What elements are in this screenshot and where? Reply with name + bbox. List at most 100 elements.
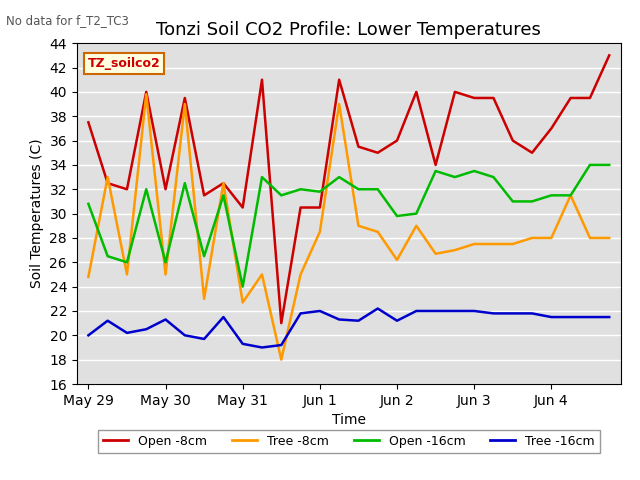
Tree -8cm: [297, 272, 305, 277]
Tree -16cm: [316, 308, 324, 314]
Tree -8cm: [605, 235, 613, 241]
Open -8cm: [412, 89, 420, 95]
Tree -8cm: [509, 241, 516, 247]
Text: TZ_soilco2: TZ_soilco2: [88, 57, 161, 70]
Tree -16cm: [84, 333, 92, 338]
Tree -16cm: [605, 314, 613, 320]
Tree -8cm: [143, 92, 150, 97]
Open -8cm: [432, 162, 440, 168]
Tree -16cm: [528, 311, 536, 316]
Tree -16cm: [547, 314, 555, 320]
Tree -8cm: [258, 272, 266, 277]
Open -8cm: [143, 89, 150, 95]
Line: Tree -8cm: Tree -8cm: [88, 95, 609, 360]
Open -8cm: [297, 204, 305, 210]
Open -16cm: [123, 259, 131, 265]
Tree -16cm: [278, 342, 285, 348]
Tree -16cm: [239, 341, 246, 347]
Tree -8cm: [528, 235, 536, 241]
Open -16cm: [490, 174, 497, 180]
Text: No data for f_T2_TC3: No data for f_T2_TC3: [6, 14, 129, 27]
Tree -16cm: [335, 317, 343, 323]
Open -16cm: [239, 284, 246, 289]
Tree -8cm: [355, 223, 362, 228]
Tree -16cm: [586, 314, 594, 320]
Tree -16cm: [104, 318, 111, 324]
Open -16cm: [355, 186, 362, 192]
Tree -8cm: [547, 235, 555, 241]
Legend: Open -8cm, Tree -8cm, Open -16cm, Tree -16cm: Open -8cm, Tree -8cm, Open -16cm, Tree -…: [98, 430, 600, 453]
Tree -8cm: [239, 300, 246, 305]
Open -8cm: [605, 52, 613, 58]
Open -8cm: [528, 150, 536, 156]
Tree -16cm: [297, 311, 305, 316]
Open -8cm: [316, 204, 324, 210]
Open -16cm: [220, 192, 227, 198]
Open -8cm: [162, 186, 170, 192]
Open -8cm: [84, 120, 92, 125]
Open -8cm: [547, 126, 555, 132]
Open -8cm: [393, 138, 401, 144]
Tree -16cm: [123, 330, 131, 336]
Tree -16cm: [393, 318, 401, 324]
Open -16cm: [181, 180, 189, 186]
Tree -16cm: [470, 308, 478, 314]
Open -16cm: [547, 192, 555, 198]
Tree -8cm: [104, 174, 111, 180]
Tree -8cm: [470, 241, 478, 247]
Open -8cm: [451, 89, 459, 95]
Open -16cm: [278, 192, 285, 198]
Open -8cm: [220, 180, 227, 186]
Tree -16cm: [355, 318, 362, 324]
Open -8cm: [355, 144, 362, 150]
Open -8cm: [567, 95, 575, 101]
Y-axis label: Soil Temperatures (C): Soil Temperatures (C): [30, 139, 44, 288]
Line: Open -8cm: Open -8cm: [88, 55, 609, 323]
Tree -16cm: [412, 308, 420, 314]
Tree -16cm: [143, 326, 150, 332]
Tree -8cm: [200, 296, 208, 302]
Tree -8cm: [586, 235, 594, 241]
Open -16cm: [316, 189, 324, 194]
Tree -8cm: [567, 192, 575, 198]
Open -8cm: [470, 95, 478, 101]
Open -16cm: [393, 213, 401, 219]
Open -8cm: [278, 320, 285, 326]
Open -16cm: [509, 199, 516, 204]
Tree -8cm: [123, 272, 131, 277]
Tree -8cm: [412, 223, 420, 228]
Tree -16cm: [509, 311, 516, 316]
Open -16cm: [586, 162, 594, 168]
Open -16cm: [84, 201, 92, 207]
Tree -8cm: [220, 180, 227, 186]
Tree -16cm: [162, 317, 170, 323]
Open -8cm: [239, 204, 246, 210]
Open -16cm: [412, 211, 420, 216]
Open -8cm: [374, 150, 381, 156]
Line: Open -16cm: Open -16cm: [88, 165, 609, 287]
Tree -8cm: [162, 272, 170, 277]
Open -8cm: [490, 95, 497, 101]
Open -16cm: [143, 186, 150, 192]
Open -8cm: [258, 77, 266, 83]
Open -16cm: [200, 253, 208, 259]
Tree -8cm: [335, 101, 343, 107]
Open -8cm: [509, 138, 516, 144]
Tree -8cm: [374, 229, 381, 235]
Tree -16cm: [432, 308, 440, 314]
Tree -8cm: [84, 274, 92, 280]
Tree -8cm: [432, 251, 440, 257]
Open -8cm: [200, 192, 208, 198]
Tree -8cm: [393, 257, 401, 263]
Open -16cm: [432, 168, 440, 174]
Open -16cm: [567, 192, 575, 198]
Open -16cm: [470, 168, 478, 174]
Open -8cm: [335, 77, 343, 83]
Tree -16cm: [567, 314, 575, 320]
Tree -16cm: [490, 311, 497, 316]
Tree -8cm: [316, 229, 324, 235]
Tree -16cm: [181, 333, 189, 338]
Line: Tree -16cm: Tree -16cm: [88, 309, 609, 348]
Open -8cm: [123, 186, 131, 192]
Open -16cm: [297, 186, 305, 192]
